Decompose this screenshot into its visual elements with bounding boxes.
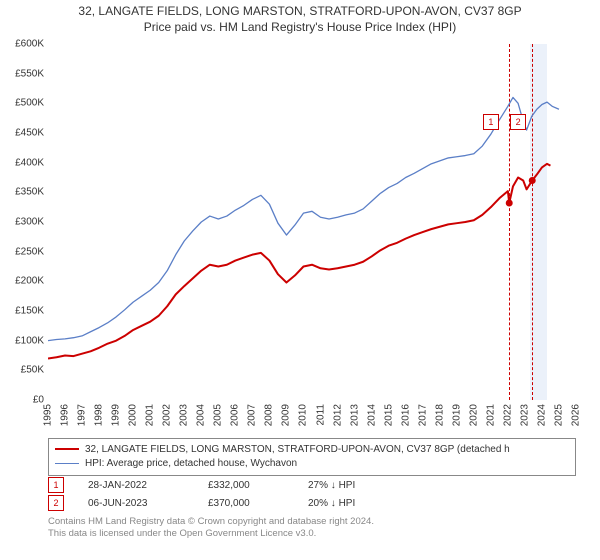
legend-item-property: 32, LANGATE FIELDS, LONG MARSTON, STRATF… bbox=[55, 443, 569, 457]
legend: 32, LANGATE FIELDS, LONG MARSTON, STRATF… bbox=[48, 438, 576, 476]
x-axis-label: 2010 bbox=[298, 404, 309, 426]
tx-delta: 20% ↓ HPI bbox=[308, 498, 428, 509]
table-row: 2 06-JUN-2023 £370,000 20% ↓ HPI bbox=[48, 494, 576, 512]
x-axis-label: 2026 bbox=[571, 404, 582, 426]
y-axis-label: £350K bbox=[0, 187, 44, 198]
tx-delta: 27% ↓ HPI bbox=[308, 480, 428, 491]
x-axis-label: 2011 bbox=[315, 404, 326, 426]
x-axis-label: 1998 bbox=[94, 404, 105, 426]
tx-date: 28-JAN-2022 bbox=[88, 480, 208, 491]
page-title: 32, LANGATE FIELDS, LONG MARSTON, STRATF… bbox=[0, 4, 600, 18]
x-axis-label: 2021 bbox=[485, 404, 496, 426]
x-axis-label: 2008 bbox=[264, 404, 275, 426]
legend-label: 32, LANGATE FIELDS, LONG MARSTON, STRATF… bbox=[85, 444, 510, 455]
x-axis-label: 2018 bbox=[434, 404, 445, 426]
x-axis-label: 2015 bbox=[383, 404, 394, 426]
x-axis-label: 2006 bbox=[230, 404, 241, 426]
x-axis-label: 2005 bbox=[213, 404, 224, 426]
transactions-table: 1 28-JAN-2022 £332,000 27% ↓ HPI 2 06-JU… bbox=[48, 476, 576, 512]
sale-dot bbox=[529, 177, 536, 184]
table-row: 1 28-JAN-2022 £332,000 27% ↓ HPI bbox=[48, 476, 576, 494]
footnote: Contains HM Land Registry data © Crown c… bbox=[48, 516, 576, 540]
x-axis-label: 1999 bbox=[111, 404, 122, 426]
y-axis-label: £50K bbox=[0, 365, 44, 376]
x-axis-label: 1996 bbox=[60, 404, 71, 426]
x-axis-label: 2025 bbox=[553, 404, 564, 426]
legend-item-hpi: HPI: Average price, detached house, Wych… bbox=[55, 457, 569, 471]
y-axis-label: £450K bbox=[0, 128, 44, 139]
x-axis-label: 2003 bbox=[179, 404, 190, 426]
series-hpi bbox=[48, 97, 559, 340]
sale-dot bbox=[506, 200, 513, 207]
x-axis-label: 2022 bbox=[502, 404, 513, 426]
x-axis-label: 2009 bbox=[281, 404, 292, 426]
footnote-line: This data is licensed under the Open Gov… bbox=[48, 528, 576, 540]
legend-label: HPI: Average price, detached house, Wych… bbox=[85, 458, 297, 469]
x-axis-label: 2004 bbox=[196, 404, 207, 426]
x-axis-label: 2012 bbox=[332, 404, 343, 426]
x-axis-label: 2023 bbox=[519, 404, 530, 426]
y-axis-label: £300K bbox=[0, 217, 44, 228]
y-axis-label: £100K bbox=[0, 335, 44, 346]
page-subtitle: Price paid vs. HM Land Registry's House … bbox=[0, 20, 600, 34]
x-axis-label: 2016 bbox=[400, 404, 411, 426]
x-axis-label: 2000 bbox=[128, 404, 139, 426]
footnote-line: Contains HM Land Registry data © Crown c… bbox=[48, 516, 576, 528]
tx-date: 06-JUN-2023 bbox=[88, 498, 208, 509]
y-axis-label: £150K bbox=[0, 306, 44, 317]
x-axis-label: 2007 bbox=[247, 404, 258, 426]
y-axis-label: £500K bbox=[0, 98, 44, 109]
plot-marker: 2 bbox=[510, 114, 526, 130]
tx-marker-icon: 1 bbox=[48, 477, 64, 493]
x-axis-label: 1997 bbox=[77, 404, 88, 426]
price-chart: £0£50K£100K£150K£200K£250K£300K£350K£400… bbox=[48, 44, 576, 400]
x-axis-label: 2002 bbox=[162, 404, 173, 426]
tx-price: £370,000 bbox=[208, 498, 308, 509]
y-axis-label: £600K bbox=[0, 39, 44, 50]
y-axis-label: £250K bbox=[0, 246, 44, 257]
x-axis-label: 2019 bbox=[451, 404, 462, 426]
plot-marker: 1 bbox=[483, 114, 499, 130]
y-axis-label: £400K bbox=[0, 157, 44, 168]
y-axis-label: £550K bbox=[0, 68, 44, 79]
x-axis-label: 2024 bbox=[536, 404, 547, 426]
x-axis-label: 2014 bbox=[366, 404, 377, 426]
series-property bbox=[48, 164, 550, 359]
tx-price: £332,000 bbox=[208, 480, 308, 491]
x-axis-label: 2013 bbox=[349, 404, 360, 426]
x-axis-label: 1995 bbox=[43, 404, 54, 426]
y-axis-label: £0 bbox=[0, 395, 44, 406]
x-axis-label: 2020 bbox=[468, 404, 479, 426]
y-axis-label: £200K bbox=[0, 276, 44, 287]
tx-marker-icon: 2 bbox=[48, 495, 64, 511]
x-axis-label: 2001 bbox=[145, 404, 156, 426]
x-axis-label: 2017 bbox=[417, 404, 428, 426]
